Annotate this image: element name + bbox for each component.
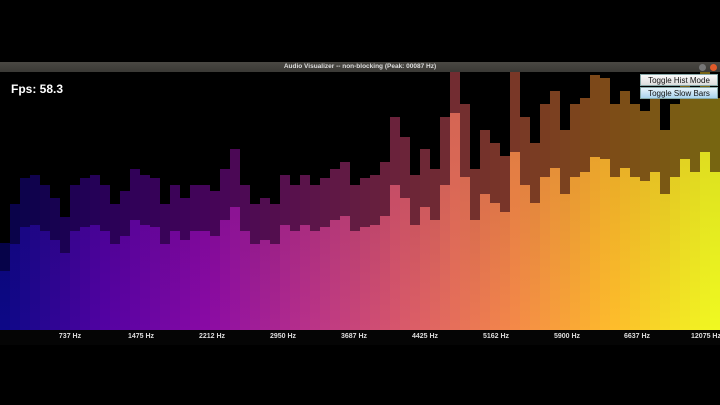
spectrum-bar [390,185,400,330]
spectrum-bar [520,185,530,330]
spectrum-bar [220,220,230,330]
spectrum-bar [660,194,670,330]
axis-tick-label: 737 Hz [58,333,82,340]
spectrum-bar [0,270,10,330]
spectrum-bar [350,231,360,330]
minimize-button[interactable] [699,63,706,71]
spectrum-bar [90,224,100,330]
axis-tick-label: 1475 Hz [127,333,155,340]
spectrum-bar [40,231,50,330]
spectrum-bar [500,211,510,330]
spectrum-bar [20,226,30,330]
spectrum-bar [150,226,160,330]
spectrum-visualizer [0,72,720,330]
spectrum-bar [400,198,410,330]
spectrum-bar [650,172,660,330]
spectrum-bar [370,224,380,330]
spectrum-bar [70,231,80,330]
spectrum-bar [140,224,150,330]
app-window: Audio Visualizer -- non-blocking (Peak: … [0,62,720,345]
spectrum-bar [250,244,260,330]
window-title: Audio Visualizer -- non-blocking (Peak: … [283,63,437,70]
spectrum-bar [100,231,110,330]
close-button[interactable] [710,63,717,71]
spectrum-bar [710,172,720,330]
spectrum-bar [410,224,420,330]
spectrum-bar [510,152,520,330]
fps-counter: Fps: 58.3 [11,82,64,96]
spectrum-bar [180,240,190,330]
spectrum-bar [310,231,320,330]
spectrum-bar [620,167,630,330]
spectrum-bar [170,231,180,330]
spectrum-bar [50,240,60,330]
spectrum-bar [700,152,710,330]
spectrum-bar [610,176,620,330]
spectrum-bar [630,176,640,330]
spectrum-bar [290,231,300,330]
spectrum-bar [450,112,460,330]
spectrum-bar [30,224,40,330]
spectrum-bar [340,215,350,330]
axis-tick-label: 5900 Hz [553,333,581,340]
spectrum-bar [160,244,170,330]
spectrum-bar [330,220,340,330]
spectrum-bar [120,235,130,330]
spectrum-bar [460,176,470,330]
spectrum-bar [550,167,560,330]
toggle-hist-mode-button[interactable]: Toggle Hist Mode [640,74,718,86]
spectrum-bar [580,172,590,330]
spectrum-bar [360,226,370,330]
spectrum-bar [670,176,680,330]
axis-tick-label: 6637 Hz [623,333,651,340]
spectrum-bar [230,207,240,330]
spectrum-bar [260,240,270,330]
spectrum-bar [300,224,310,330]
axis-tick-label: 2212 Hz [198,333,226,340]
spectrum-bar [130,220,140,330]
spectrum-bar [320,226,330,330]
spectrum-bar [280,224,290,330]
spectrum-bar [640,180,650,330]
spectrum-bar [110,244,120,330]
spectrum-bar [240,231,250,330]
spectrum-bar [490,202,500,330]
frequency-axis: 737 Hz 1475 Hz 2212 Hz 2950 Hz 3687 Hz 4425 H… [0,330,720,345]
spectrum-bar [590,156,600,330]
spectrum-bar [270,244,280,330]
spectrum-bar [690,172,700,330]
spectrum-bar [430,220,440,330]
toggle-slow-bars-button[interactable]: Toggle Slow Bars [640,87,718,99]
spectrum-bar [440,185,450,330]
spectrum-bar [560,194,570,330]
spectrum-bar [480,194,490,330]
spectrum-bar [570,176,580,330]
spectrum-bar [210,235,220,330]
spectrum-bar [190,231,200,330]
spectrum-bar [600,158,610,330]
spectrum-bar [80,226,90,330]
axis-tick-label: 4425 Hz [411,333,439,340]
axis-tick-label: 2950 Hz [269,333,297,340]
spectrum-bar [680,158,690,330]
spectrum-bar [540,176,550,330]
spectrum-bar [530,202,540,330]
axis-tick-label: 5162 Hz [482,333,510,340]
axis-tick-label: 12075 Hz [691,333,720,340]
spectrum-bar [380,215,390,330]
spectrum-bar [60,253,70,330]
spectrum-bar [420,207,430,330]
spectrum-bar [10,244,20,330]
title-bar[interactable]: Audio Visualizer -- non-blocking (Peak: … [0,62,720,72]
spectrum-bar [470,220,480,330]
axis-tick-label: 3687 Hz [340,333,368,340]
spectrum-bar [200,231,210,330]
